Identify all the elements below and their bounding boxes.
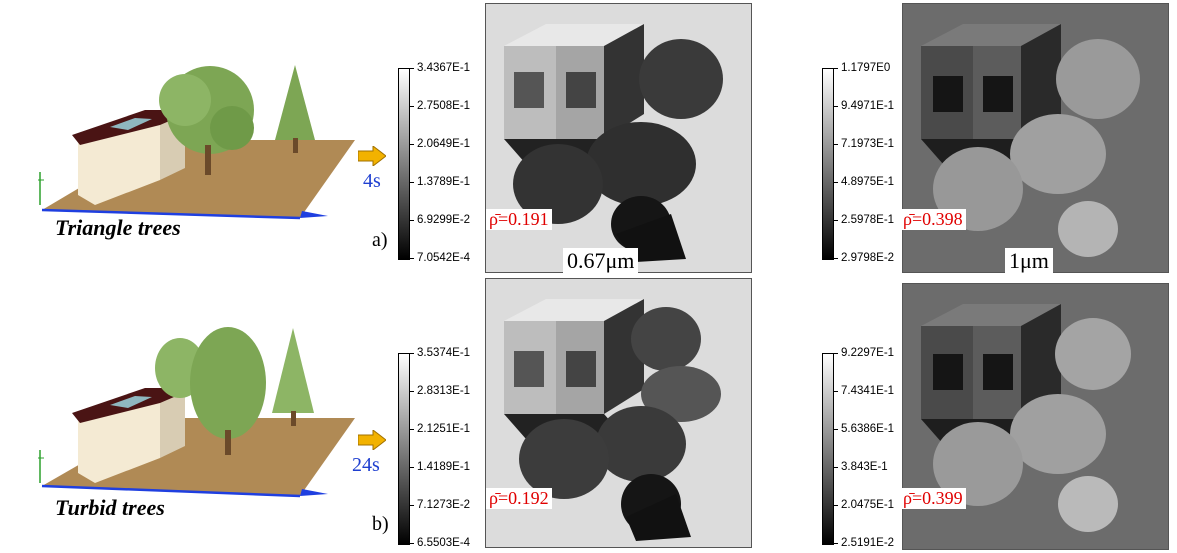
colorbar-label: 5.6386E-1 [841,423,895,435]
colorbar-label: 7.1973E-1 [841,138,895,150]
wavelength-label: 0.67μm [563,248,639,274]
scene-label: Triangle trees [55,215,181,240]
colorbar: 1.1797E0 9.4971E-1 7.1973E-1 4.8975E-1 2… [822,62,902,268]
colorbar-label: 7.4341E-1 [841,385,895,397]
colorbar-label: 1.3789E-1 [417,176,471,188]
colorbar-label: 9.4971E-1 [841,100,895,112]
colorbar-label: 6.9299E-2 [417,214,471,226]
panel-letter: b) [372,513,389,535]
mean-reflectance: ρ̄=0.191 [486,209,552,230]
colorbar-label: 2.9798E-2 [841,252,895,264]
colorbar: 9.2297E-1 7.4341E-1 5.6386E-1 3.843E-1 2… [822,347,902,553]
mean-reflectance: ρ̄=0.399 [900,488,966,509]
colorbar-gradient [822,68,834,260]
colorbar-label: 3.5374E-1 [417,347,471,359]
mean-reflectance: ρ̄=0.398 [900,209,966,230]
scene-3d-triangle-trees [38,65,355,220]
simulated-image [485,278,752,548]
colorbar-label: 2.0475E-1 [841,499,895,511]
compute-time: 4s [363,170,381,192]
simulated-image [902,3,1169,273]
colorbar-label: 6.5503E-4 [417,537,471,549]
compute-time: 24s [352,454,380,476]
colorbar-label: 9.2297E-1 [841,347,895,359]
colorbar-label: 2.1251E-1 [417,423,471,435]
colorbar-label: 4.8975E-1 [841,176,895,188]
wavelength-label: 1μm [1005,248,1053,274]
colorbar-gradient [398,68,410,260]
simulated-image [902,283,1169,550]
colorbar-label: 1.1797E0 [841,62,891,74]
colorbar-gradient [398,353,410,545]
scene-label: Turbid trees [55,495,165,520]
colorbar-gradient [822,353,834,545]
colorbar-label: 2.5191E-2 [841,537,895,549]
colorbar-label: 2.5978E-1 [841,214,895,226]
colorbar-label: 3.4367E-1 [417,62,471,74]
colorbar: 3.4367E-1 2.7508E-1 2.0649E-1 1.3789E-1 … [398,62,478,268]
colorbar-label: 3.843E-1 [841,461,888,473]
panel-letter: a) [372,229,388,251]
colorbar-label: 2.0649E-1 [417,138,471,150]
scene-3d-turbid-trees [38,327,355,498]
arrow-icon [358,430,386,450]
colorbar-label: 2.8313E-1 [417,385,471,397]
colorbar-label: 7.1273E-2 [417,499,471,511]
colorbar-label: 1.4189E-1 [417,461,471,473]
arrow-icon [358,146,386,166]
colorbar-label: 7.0542E-4 [417,252,471,264]
colorbar: 3.5374E-1 2.8313E-1 2.1251E-1 1.4189E-1 … [398,347,478,553]
colorbar-label: 2.7508E-1 [417,100,471,112]
mean-reflectance: ρ̄=0.192 [486,488,552,509]
simulated-image [485,3,752,273]
